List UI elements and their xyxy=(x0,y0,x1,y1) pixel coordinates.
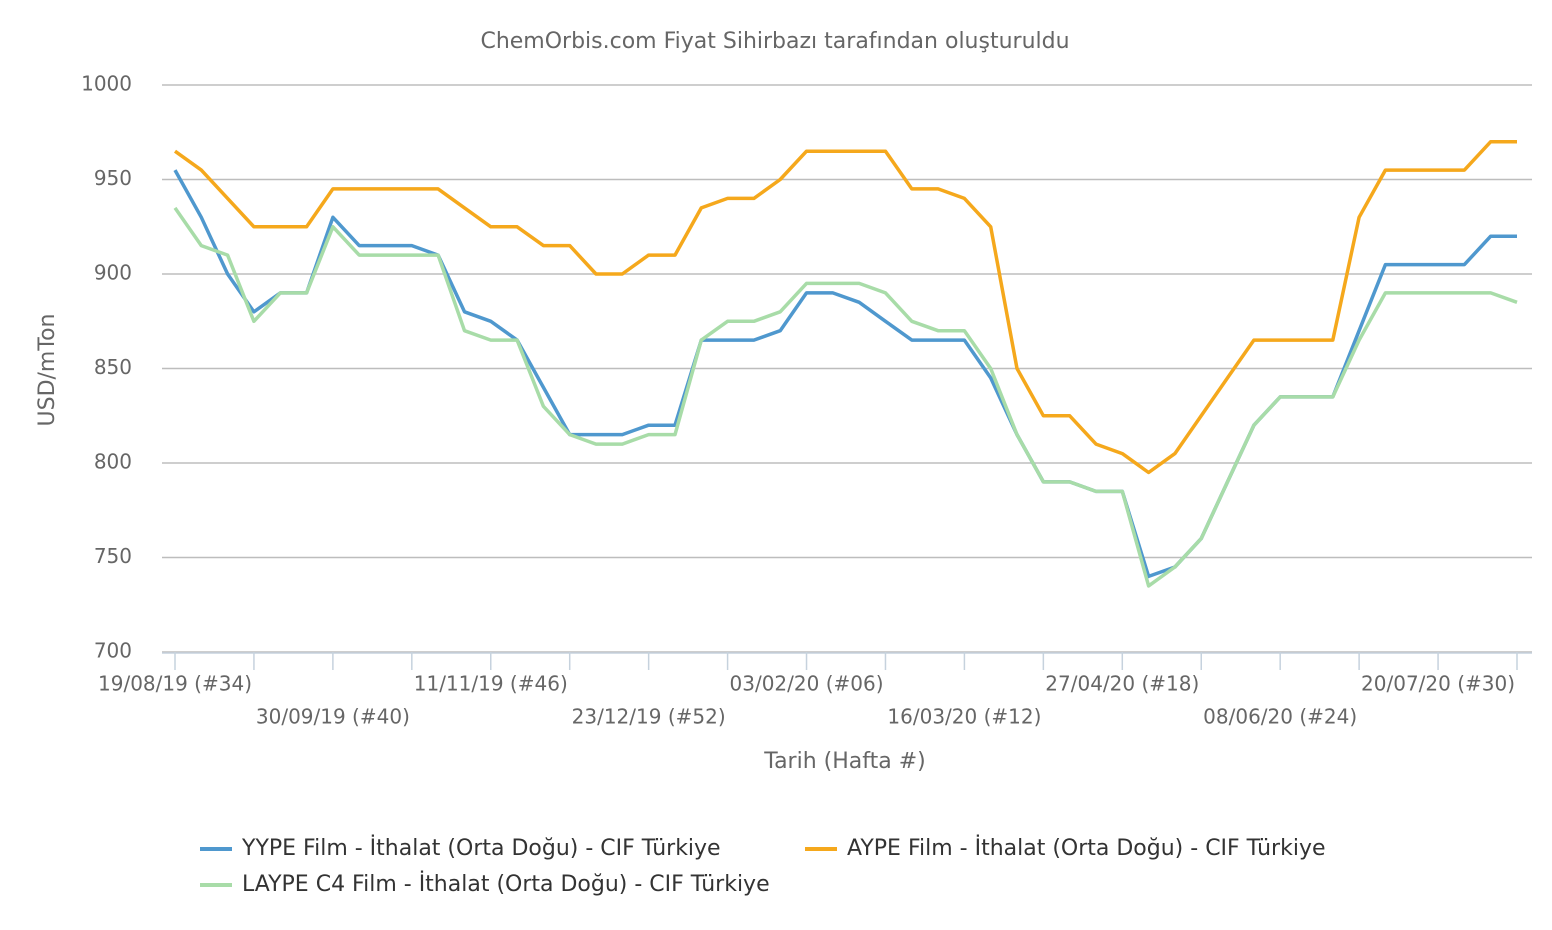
series-line xyxy=(173,206,1518,588)
y-tick-label: 900 xyxy=(94,261,132,285)
y-tick-label: 750 xyxy=(94,544,132,568)
series-line xyxy=(173,139,1517,475)
x-tick-label: 11/11/19 (#46) xyxy=(414,672,568,696)
y-tick-label: 800 xyxy=(94,450,132,474)
legend-label: YYPE Film - İthalat (Orta Doğu) - CIF Tü… xyxy=(241,835,721,861)
x-axis-title: Tarih (Hafta #) xyxy=(763,749,925,774)
x-tick-label: 20/07/20 (#30) xyxy=(1361,672,1515,696)
y-axis-title: USD/mTon xyxy=(35,314,60,427)
x-tick-label: 23/12/19 (#52) xyxy=(572,705,726,729)
chart-title: ChemOrbis.com Fiyat Sihirbazı tarafından… xyxy=(480,29,1069,54)
y-tick-label: 700 xyxy=(94,639,132,663)
y-tick-label: 950 xyxy=(94,166,132,190)
y-tick-label: 1000 xyxy=(81,72,132,96)
x-tick-label: 16/03/20 (#12) xyxy=(887,705,1041,729)
legend-label: LAYPE C4 Film - İthalat (Orta Doğu) - CI… xyxy=(242,871,770,897)
x-tick-label: 08/06/20 (#24) xyxy=(1203,705,1357,729)
series-line xyxy=(173,169,1517,579)
x-tick-label: 30/09/19 (#40) xyxy=(256,705,410,729)
y-tick-label: 850 xyxy=(94,355,132,379)
legend-label: AYPE Film - İthalat (Orta Doğu) - CIF Tü… xyxy=(847,835,1326,861)
x-tick-label: 27/04/20 (#18) xyxy=(1045,672,1199,696)
x-tick-label: 19/08/19 (#34) xyxy=(98,672,252,696)
x-tick-label: 03/02/20 (#06) xyxy=(730,672,884,696)
